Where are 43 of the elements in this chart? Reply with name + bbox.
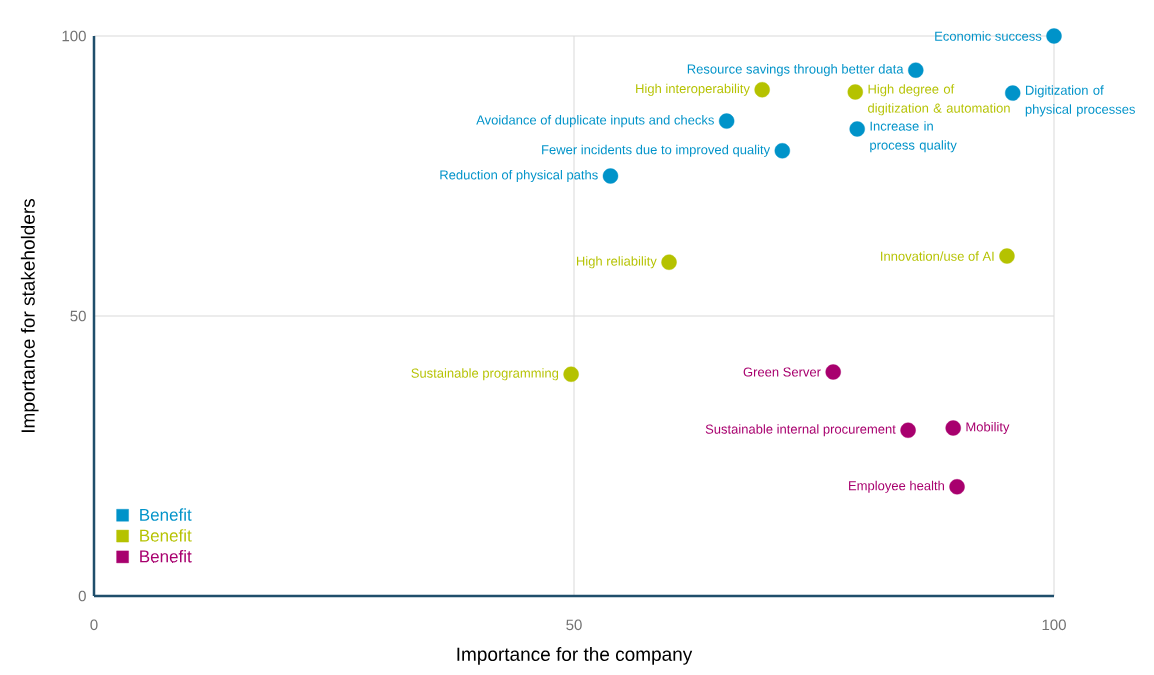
point [718, 113, 735, 129]
point [825, 364, 841, 380]
annotation: Resource savings through better data [687, 64, 904, 77]
legend-label: Benefit [140, 529, 192, 542]
point [945, 420, 961, 436]
annotation: Digitization of physical processes [1025, 85, 1135, 117]
annotation: Fewer incidents due to improved quality [542, 144, 771, 157]
annotation: Employee health [849, 480, 944, 493]
point [774, 143, 791, 159]
x-tick-label: 100 [1042, 619, 1066, 631]
point [847, 84, 863, 100]
annotation: Reduction of physical paths [440, 169, 598, 183]
y-tick-label: 50 [70, 310, 86, 322]
annotation: Sustainable internal procurement [705, 424, 896, 437]
annotation: Economic success [935, 31, 1042, 41]
point [661, 254, 677, 270]
point [949, 479, 965, 495]
point [563, 366, 579, 382]
point [602, 168, 619, 184]
y-tick-label: 0 [78, 590, 86, 602]
annotation: High interoperability [636, 83, 750, 96]
annotation: Sustainable programming [411, 368, 559, 381]
annotation: Avoidance of duplicate inputs and checks [476, 115, 714, 128]
point [900, 422, 916, 438]
x-axis-title: Importance for the company [457, 647, 693, 665]
legend-label: Benefit [140, 508, 192, 521]
point [999, 248, 1015, 264]
annotation: Increase in process quality [870, 121, 957, 153]
annotation: Green Server [743, 367, 821, 377]
point [908, 62, 924, 78]
point [1005, 85, 1021, 101]
y-tick-label: 100 [62, 30, 86, 42]
x-tick-label: 50 [566, 619, 582, 631]
annotation: High reliability [576, 256, 657, 269]
point [849, 121, 865, 137]
legend-label: Benefit [140, 549, 192, 563]
annotation: Innovation/use of AI [881, 251, 994, 261]
point [754, 82, 770, 98]
annotation: High degree of digitization & automation [868, 84, 1010, 116]
point [1046, 28, 1062, 44]
y-axis-title: Importance for stakeholders [20, 198, 39, 432]
annotation: Mobility [966, 421, 1010, 435]
x-tick-label: 0 [90, 619, 98, 631]
